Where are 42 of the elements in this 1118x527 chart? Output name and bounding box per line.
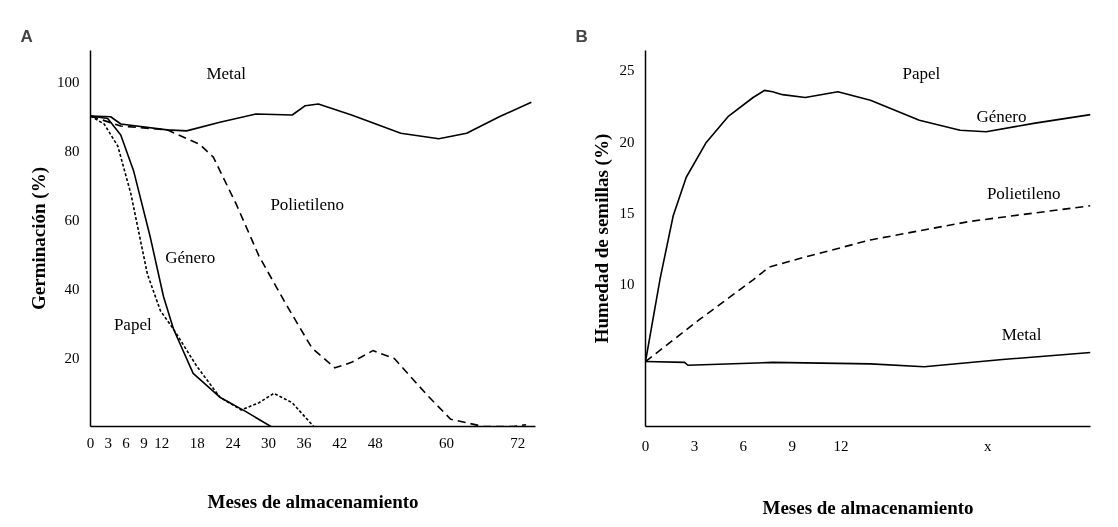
y-tick-label: 20: [619, 133, 635, 150]
x-tick-label: 30: [261, 434, 276, 451]
y-tick-label: 20: [64, 349, 80, 366]
series-label: Polietileno: [270, 195, 345, 215]
series-label: Metal: [206, 63, 247, 83]
x-tick-label: x: [984, 437, 993, 454]
x-tick-label: 6: [739, 437, 748, 454]
y-tick-label: 10: [619, 276, 635, 293]
series-label: Papel: [113, 315, 152, 335]
x-tick-label: 48: [367, 434, 383, 451]
x-tick-label: 6: [122, 434, 131, 451]
y-tick-label: 40: [64, 280, 80, 297]
x-tick-label: 60: [439, 434, 454, 451]
x-tick-label: 12: [154, 434, 170, 451]
x-tick-label: 12: [833, 437, 849, 454]
x-tick-label: 36: [296, 434, 313, 451]
x-tick-label: 0: [641, 437, 650, 454]
x-tick-label: 9: [140, 434, 148, 451]
series-label: Metal: [1001, 324, 1042, 344]
y-axis-title: Germinación (%): [28, 166, 50, 310]
y-tick-label: 25: [619, 62, 635, 79]
x-tick-label: 3: [104, 434, 113, 451]
x-axis-title: Meses de almacenamiento: [762, 496, 974, 518]
y-tick-label: 100: [57, 73, 80, 90]
x-tick-label: 0: [86, 434, 95, 451]
chart-title: B: [575, 26, 588, 46]
x-tick-label: 42: [332, 434, 348, 451]
x-tick-label: 18: [189, 434, 205, 451]
y-tick-label: 60: [64, 211, 80, 228]
series-label: Polietileno: [986, 183, 1061, 203]
series-label: Género: [165, 247, 216, 267]
x-axis-title: Meses de almacenamiento: [207, 490, 419, 512]
x-tick-label: 3: [690, 437, 699, 454]
y-tick-label: 80: [64, 142, 80, 159]
x-tick-label: 72: [510, 434, 526, 451]
annotation: Papel: [902, 63, 941, 83]
chart-title: A: [20, 26, 33, 46]
series-label: Género: [976, 106, 1027, 126]
x-tick-label: 24: [225, 434, 241, 451]
y-axis-title: Humedad de semillas (%): [590, 133, 613, 344]
x-tick-label: 9: [788, 437, 796, 454]
y-tick-label: 15: [619, 204, 635, 221]
